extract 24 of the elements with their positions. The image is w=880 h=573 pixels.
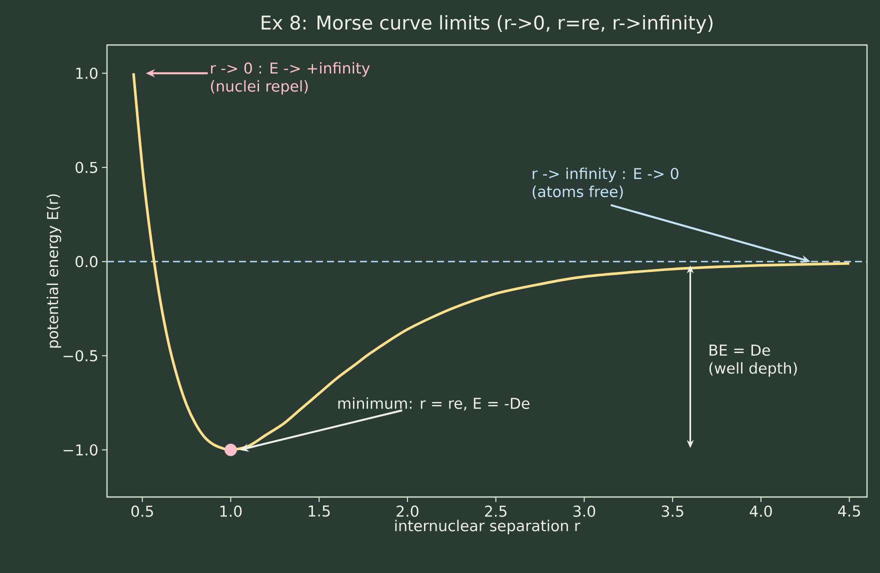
x-tick-label: 2.5 bbox=[485, 506, 506, 517]
y-tick-label: 0.0 bbox=[76, 256, 98, 268]
x-tick-label: 1.5 bbox=[308, 506, 330, 517]
annotation: (atoms free) bbox=[532, 186, 623, 199]
annotation: (nuclei repel) bbox=[211, 80, 308, 95]
x-tick-label: 4.5 bbox=[838, 506, 860, 517]
x-tick-label: 4.0 bbox=[750, 506, 772, 517]
x-tick-label: 1.0 bbox=[220, 506, 242, 517]
y-tick-label: −1.0 bbox=[64, 444, 98, 456]
y-axis-title: potential energy E(r) bbox=[46, 194, 62, 348]
annotation: r -> 0 : E -> +infinity bbox=[211, 62, 370, 77]
x-axis-title: internuclear separation r bbox=[395, 520, 580, 534]
annotation: minimum: r = re, E = -De bbox=[338, 397, 530, 411]
chart-title: Ex 8: Morse curve limits (r->0, r=re, r->infinity) bbox=[262, 15, 713, 34]
y-tick-label: 1.0 bbox=[76, 68, 98, 79]
x-tick-label: 2.0 bbox=[396, 506, 418, 517]
x-tick-label: 3.0 bbox=[573, 506, 596, 517]
y-tick-label: −0.5 bbox=[64, 350, 98, 362]
y-tick-label: 0.5 bbox=[76, 162, 98, 174]
x-tick-label: 3.5 bbox=[662, 506, 684, 517]
annotation: r -> infinity : E -> 0 bbox=[532, 168, 678, 182]
annotation: BE = De bbox=[710, 344, 770, 356]
x-tick-label: 0.5 bbox=[131, 506, 153, 517]
annotation: (well depth) bbox=[709, 362, 797, 377]
